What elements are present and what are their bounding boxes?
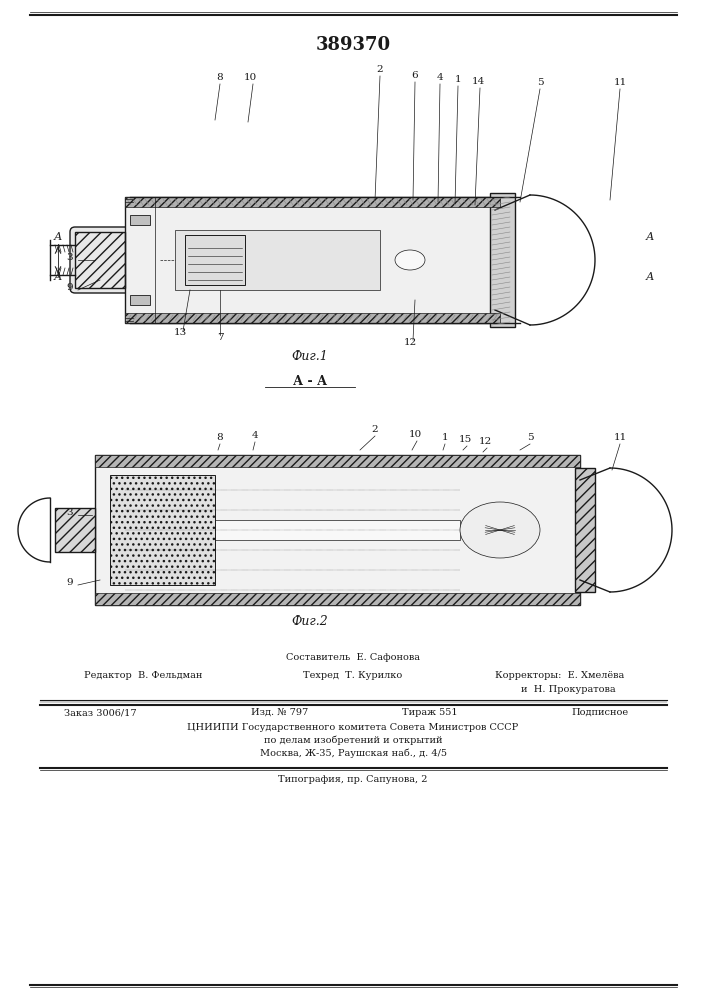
Bar	[55, 508, 95, 552]
Bar	[130, 215, 150, 225]
Text: Заказ 3006/17: Заказ 3006/17	[64, 708, 136, 717]
Text: 3: 3	[66, 253, 74, 262]
Text: 2: 2	[372, 425, 378, 434]
Text: 7: 7	[216, 333, 223, 342]
Bar	[575, 468, 595, 592]
Bar	[185, 235, 245, 285]
Text: Типография, пр. Сапунова, 2: Типография, пр. Сапунова, 2	[279, 775, 428, 784]
Bar	[95, 593, 580, 605]
Text: 10: 10	[409, 430, 421, 439]
Text: Составитель  Е. Сафонова: Составитель Е. Сафонова	[286, 653, 420, 662]
Ellipse shape	[395, 250, 425, 270]
Text: Фиг.1: Фиг.1	[291, 350, 328, 363]
Text: ЦНИИПИ Государственного комитета Совета Министров СССР: ЦНИИПИ Государственного комитета Совета …	[187, 723, 519, 732]
Text: 12: 12	[479, 437, 491, 446]
Text: 8: 8	[216, 433, 223, 442]
Text: 4: 4	[252, 431, 258, 440]
Text: Редактор  В. Фельдман: Редактор В. Фельдман	[84, 671, 202, 680]
Text: 1: 1	[455, 75, 461, 84]
Text: 12: 12	[404, 338, 416, 347]
Text: 10: 10	[243, 73, 257, 82]
Bar	[75, 232, 125, 288]
Text: 8: 8	[216, 73, 223, 82]
Text: Корректоры:  Е. Хмелёва: Корректоры: Е. Хмелёва	[496, 671, 624, 680]
Text: 5: 5	[527, 433, 533, 442]
Bar	[110, 475, 215, 585]
Bar	[125, 520, 460, 540]
Ellipse shape	[460, 502, 540, 558]
Text: 3: 3	[66, 508, 74, 517]
Polygon shape	[125, 313, 500, 323]
Text: Фиг.2: Фиг.2	[291, 615, 328, 628]
Text: А - А: А - А	[293, 375, 327, 388]
Text: 11: 11	[614, 78, 626, 87]
Text: Изд. № 797: Изд. № 797	[252, 708, 309, 717]
Text: А: А	[54, 232, 62, 242]
Bar	[490, 193, 515, 327]
Text: 5: 5	[537, 78, 543, 87]
FancyBboxPatch shape	[70, 227, 130, 293]
Bar	[125, 197, 500, 323]
Text: 4: 4	[437, 73, 443, 82]
Text: Техред  Т. Курилко: Техред Т. Курилко	[303, 671, 402, 680]
Text: А: А	[54, 272, 62, 282]
Text: А: А	[645, 272, 654, 282]
Polygon shape	[125, 197, 500, 207]
Bar	[130, 295, 150, 305]
Text: по делам изобретений и открытий: по делам изобретений и открытий	[264, 736, 443, 745]
Text: и  Н. Прокуратова: и Н. Прокуратова	[520, 685, 615, 694]
Text: Подписное: Подписное	[571, 708, 629, 717]
Bar	[95, 455, 580, 605]
Text: Тираж 551: Тираж 551	[402, 708, 458, 717]
Text: 15: 15	[458, 435, 472, 444]
Text: 6: 6	[411, 71, 419, 80]
Text: 2: 2	[377, 65, 383, 74]
Bar	[175, 230, 380, 290]
Text: 389370: 389370	[315, 36, 390, 54]
Text: 9: 9	[66, 578, 74, 587]
Text: 1: 1	[442, 433, 448, 442]
Text: 9: 9	[66, 283, 74, 292]
Text: 13: 13	[173, 328, 187, 337]
Text: 14: 14	[472, 77, 484, 86]
Bar	[95, 455, 580, 467]
Text: Москва, Ж-35, Раушская наб., д. 4/5: Москва, Ж-35, Раушская наб., д. 4/5	[259, 748, 447, 758]
Text: 11: 11	[614, 433, 626, 442]
Text: А: А	[645, 232, 654, 242]
